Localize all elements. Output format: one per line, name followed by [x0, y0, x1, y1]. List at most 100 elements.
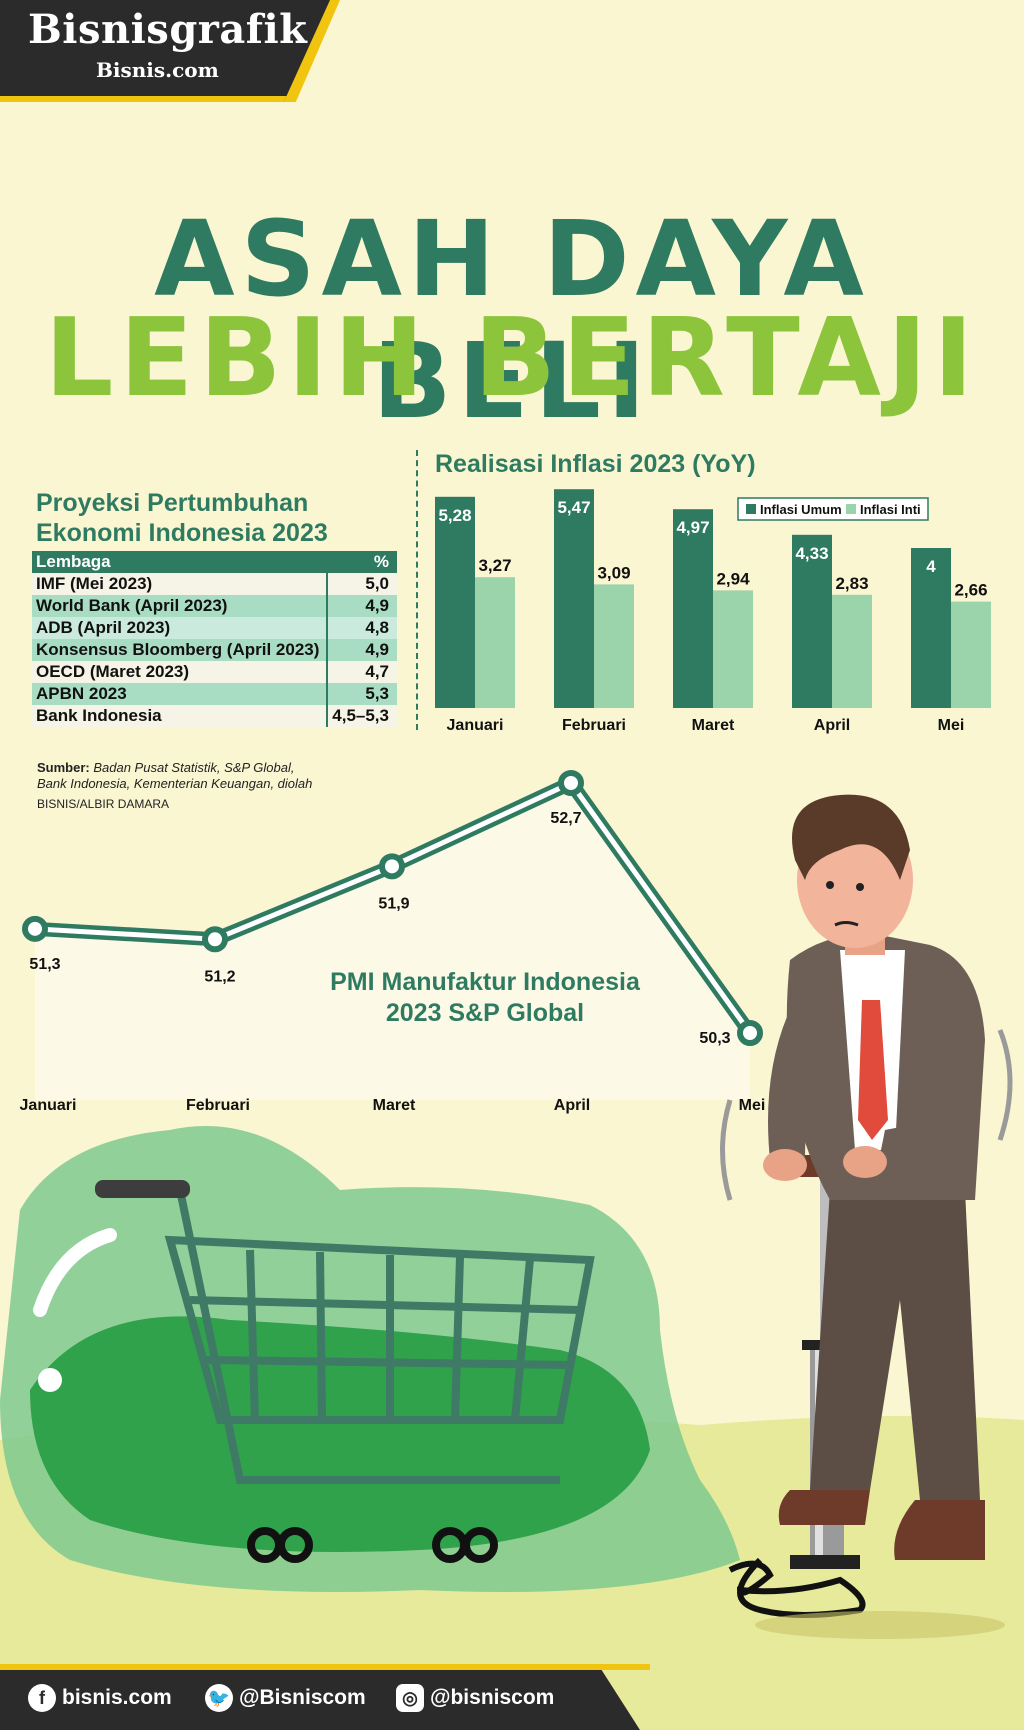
inflation-bar-label: 2,83	[835, 574, 868, 593]
inflation-bar-label: 4,33	[795, 544, 828, 563]
shake-line-right	[997, 1029, 1013, 1141]
legend-label: Inflasi Umum	[760, 502, 842, 517]
inflation-bar	[554, 489, 594, 708]
pump-foot	[790, 1555, 860, 1569]
inflated-bag-illustration	[0, 1126, 866, 1618]
inflation-bar	[951, 601, 991, 708]
legend-swatch	[746, 504, 756, 514]
credit: BISNIS/ALBIR DAMARA	[37, 797, 170, 811]
twitter-handle[interactable]: @Bisniscom	[239, 1686, 366, 1709]
inflation-bar	[435, 496, 475, 708]
legend-label: Inflasi Inti	[860, 502, 921, 517]
instagram-icon[interactable]: ◎	[396, 1684, 424, 1712]
pmi-point	[558, 770, 584, 796]
growth-table-title-line-2: Ekonomi Indonesia 2023	[36, 519, 328, 547]
bag-highlight	[33, 1228, 117, 1317]
footer-bar	[0, 1670, 640, 1730]
row-institution: Bank Indonesia	[32, 705, 327, 727]
pmi-point	[202, 926, 228, 953]
pmi-point	[737, 1020, 763, 1046]
row-value: 5,3	[325, 683, 397, 705]
row-institution: OECD (Maret 2023)	[32, 661, 327, 683]
man-pumping-illustration	[720, 794, 1013, 1639]
pmi-x-label: Mei	[739, 1097, 766, 1114]
table-row: Konsensus Bloomberg (April 2023) 4,9	[32, 639, 397, 661]
arm-left	[768, 990, 830, 1160]
inflation-bar	[475, 577, 515, 708]
inflation-chart-title: Realisasi Inflasi 2023 (YoY)	[435, 450, 756, 478]
bag-highlight-dot	[38, 1368, 62, 1392]
tie	[858, 1000, 888, 1140]
table-row: Bank Indonesia 4,5–5,3	[32, 705, 397, 727]
pmi-value-label: 51,2	[204, 968, 235, 985]
shoe-right	[894, 1500, 985, 1560]
twitter-icon[interactable]: 🐦	[205, 1684, 233, 1712]
row-value: 4,8	[325, 617, 397, 639]
legend-box	[737, 497, 929, 521]
brand-sub: Bisnis.com	[96, 58, 219, 82]
table-row: OECD (Maret 2023) 4,7	[32, 661, 397, 683]
inflation-bar	[594, 584, 634, 708]
inflation-bar	[713, 590, 753, 708]
row-value: 4,7	[325, 661, 397, 683]
pmi-x-label: Maret	[373, 1097, 416, 1114]
inflation-bar-label: 4,97	[676, 518, 709, 537]
table-row: ADB (April 2023) 4,8	[32, 617, 397, 639]
facebook-handle[interactable]: bisnis.com	[62, 1686, 172, 1709]
pmi-value-label: 51,3	[29, 956, 60, 973]
growth-table-header: Lembaga %	[32, 551, 397, 573]
pmi-point	[22, 915, 48, 942]
facebook-icon[interactable]: f	[28, 1684, 56, 1712]
row-value: 4,9	[325, 595, 397, 617]
row-value: 4,5–5,3	[325, 705, 397, 727]
inflation-x-label: Maret	[692, 717, 735, 734]
row-institution: Konsensus Bloomberg (April 2023)	[32, 639, 327, 661]
inflation-bar	[832, 594, 872, 708]
table-row: World Bank (April 2023) 4,9	[32, 595, 397, 617]
shoe-left	[778, 1490, 870, 1525]
inflation-bar	[911, 548, 951, 708]
inflation-bar-label: 5,28	[438, 506, 471, 525]
bag-inner	[30, 1316, 650, 1552]
row-institution: APBN 2023	[32, 683, 327, 705]
row-value: 4,9	[325, 639, 397, 661]
footer-accent	[0, 1664, 650, 1670]
inflation-bar-label: 5,47	[557, 498, 590, 517]
sources-label: Sumber:	[37, 760, 90, 775]
row-value: 5,0	[325, 573, 397, 595]
inflation-bar-label: 3,09	[597, 563, 630, 582]
instagram-handle[interactable]: @bisniscom	[430, 1686, 555, 1709]
headline-line-2: LEBIH BERTAJI	[44, 296, 980, 421]
pmi-x-label: Februari	[186, 1097, 250, 1114]
pmi-value-label: 52,7	[550, 810, 581, 827]
inflation-x-label: Mei	[938, 717, 965, 734]
pmi-chart: 51,3 Januari 51,2 Februari 51,9 Maret 52,7 Apri…	[20, 770, 766, 1114]
inflation-x-label: Januari	[447, 717, 504, 734]
pmi-value-label: 50,3	[699, 1030, 730, 1047]
eye-left	[826, 881, 834, 889]
shake-line-left	[720, 1099, 733, 1201]
trousers	[810, 1190, 980, 1500]
pmi-point	[379, 853, 405, 880]
growth-table-title: Proyeksi Pertumbuhan Ekonomi Indonesia 2…	[36, 488, 328, 548]
brand-name: Bisnisgrafik	[28, 6, 308, 53]
header-institution: Lembaga	[32, 551, 327, 573]
mouth	[834, 921, 859, 927]
growth-table-title-line-1: Proyeksi Pertumbuhan	[36, 489, 309, 517]
pmi-x-label: Januari	[20, 1097, 77, 1114]
arm-right	[880, 990, 973, 1155]
row-institution: World Bank (April 2023)	[32, 595, 327, 617]
inflation-x-label: Februari	[562, 717, 626, 734]
inflation-bar	[673, 509, 713, 708]
hair	[792, 794, 910, 880]
growth-table: Lembaga % IMF (Mei 2023) 5,0 World Bank …	[32, 551, 397, 727]
inflation-bar-label: 4	[926, 557, 936, 576]
legend-swatch	[846, 504, 856, 514]
pmi-title-line-2: 2023 S&P Global	[386, 999, 584, 1027]
row-institution: ADB (April 2023)	[32, 617, 327, 639]
inflation-bar-label: 2,66	[954, 581, 987, 600]
inflation-bar-label: 3,27	[478, 556, 511, 575]
inflation-bar-chart: 5,28 3,27 Januari 5,47 3,09 Februari 4,97 2,94 M…	[435, 489, 991, 734]
inflation-x-label: April	[814, 717, 850, 734]
